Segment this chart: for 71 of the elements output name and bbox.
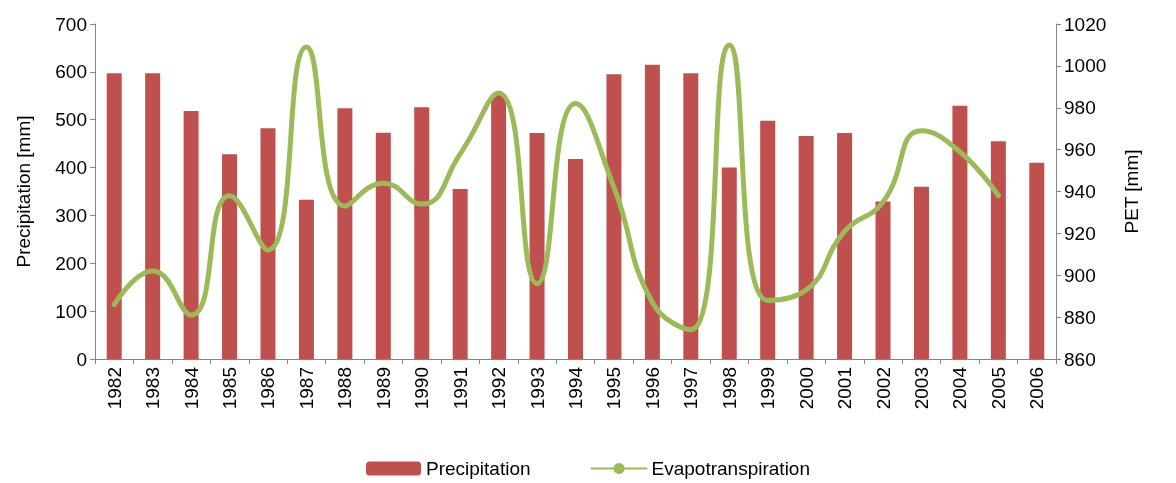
x-tick-label: 2000 (795, 367, 817, 410)
bar (606, 74, 622, 359)
x-tick-label: 1992 (488, 367, 510, 410)
bar (837, 133, 853, 359)
bar (952, 105, 968, 359)
y2-tick-label: 1020 (1064, 13, 1107, 35)
bar (452, 189, 468, 359)
x-tick-label: 2001 (834, 367, 856, 410)
y-tick-label: 600 (55, 61, 87, 83)
bar (414, 107, 430, 359)
bar (491, 94, 507, 359)
y2-tick-label: 980 (1064, 97, 1096, 119)
y-tick-label: 500 (55, 109, 87, 131)
bar (529, 133, 545, 359)
x-tick-label: 1985 (219, 367, 241, 410)
y2-tick-label: 900 (1064, 264, 1096, 286)
y2-tick-label: 960 (1064, 139, 1096, 161)
x-tick-label: 1988 (334, 367, 356, 410)
x-tick-label: 1990 (411, 367, 433, 410)
bar (760, 120, 776, 359)
bar (568, 158, 583, 359)
y2-tick-label: 880 (1064, 306, 1096, 328)
x-tick-label: 1997 (680, 367, 702, 410)
y-tick-label: 400 (55, 157, 87, 179)
x-tick-label: 2006 (1026, 367, 1048, 410)
y-tick-label: 300 (55, 204, 87, 226)
bar (222, 154, 238, 359)
legend-label: Precipitation (426, 458, 531, 479)
legend-label: Evapotranspiration (651, 458, 810, 479)
y2-axis-title: PET [mm] (1121, 149, 1142, 234)
bar (990, 141, 1006, 359)
x-tick-label: 1993 (526, 367, 548, 410)
y2-tick-label: 860 (1064, 348, 1096, 370)
x-tick-label: 2005 (987, 367, 1009, 410)
bar (298, 199, 314, 359)
x-tick-label: 1994 (565, 366, 586, 410)
y-tick-label: 700 (55, 13, 87, 35)
x-tick-label: 1982 (103, 367, 125, 410)
x-tick-label: 2002 (872, 367, 894, 410)
x-tick-label: 1995 (603, 367, 625, 410)
x-tick-label: 1983 (142, 367, 164, 410)
x-tick-label: 1987 (295, 367, 317, 410)
x-tick-label: 1996 (641, 367, 663, 410)
bar (644, 64, 660, 359)
x-tick-label: 1986 (257, 367, 279, 410)
bar (798, 135, 814, 359)
y2-tick-label: 920 (1064, 222, 1096, 244)
y2-tick-label: 940 (1064, 181, 1096, 202)
bar (913, 186, 929, 359)
y-tick-label: 200 (55, 252, 87, 274)
bar (260, 128, 276, 359)
x-tick-label: 2004 (949, 366, 971, 410)
bar (875, 201, 891, 359)
x-tick-label: 1999 (757, 367, 779, 410)
x-tick-label: 1989 (372, 367, 394, 410)
x-tick-label: 1991 (449, 367, 471, 410)
y2-tick-label: 1000 (1064, 55, 1107, 77)
y-tick-label: 100 (55, 300, 87, 322)
bar (1029, 162, 1045, 359)
x-tick-label: 1984 (180, 366, 202, 410)
x-tick-label: 1998 (718, 367, 740, 410)
bar (375, 132, 391, 359)
bar (683, 73, 699, 359)
y-tick-label: 0 (76, 348, 87, 370)
bar (721, 167, 737, 359)
bar (145, 73, 161, 359)
y-axis-title: Precipitation [mm] (13, 115, 34, 268)
bar (183, 111, 199, 359)
bar (337, 108, 353, 359)
bar (106, 73, 122, 359)
x-tick-label: 2003 (910, 367, 932, 410)
